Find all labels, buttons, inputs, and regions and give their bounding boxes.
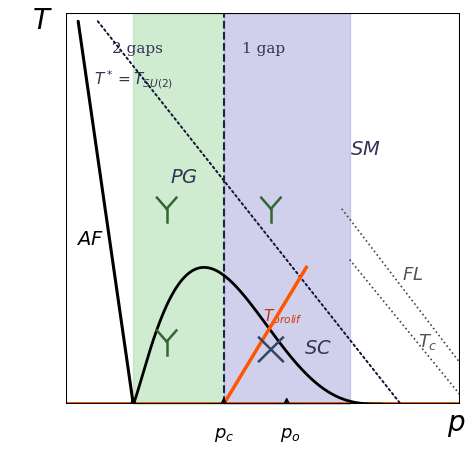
Text: $SC$: $SC$ — [304, 340, 332, 358]
Text: $PG$: $PG$ — [171, 168, 198, 186]
Text: $T$: $T$ — [32, 8, 53, 35]
Text: $T_c$: $T_c$ — [419, 332, 438, 352]
Text: $AF$: $AF$ — [76, 231, 104, 249]
Text: 1 gap: 1 gap — [242, 42, 284, 56]
Text: $FL$: $FL$ — [402, 266, 423, 284]
Text: $T_{prolif}$: $T_{prolif}$ — [263, 308, 303, 329]
Text: 2 gaps: 2 gaps — [112, 42, 163, 56]
Text: $SM$: $SM$ — [350, 141, 381, 159]
Text: $p_o$: $p_o$ — [280, 427, 301, 445]
Text: $T^* = T_{SU(2)}$: $T^* = T_{SU(2)}$ — [94, 69, 173, 91]
Text: $p$: $p$ — [447, 412, 465, 439]
Text: $p_c$: $p_c$ — [214, 427, 234, 445]
